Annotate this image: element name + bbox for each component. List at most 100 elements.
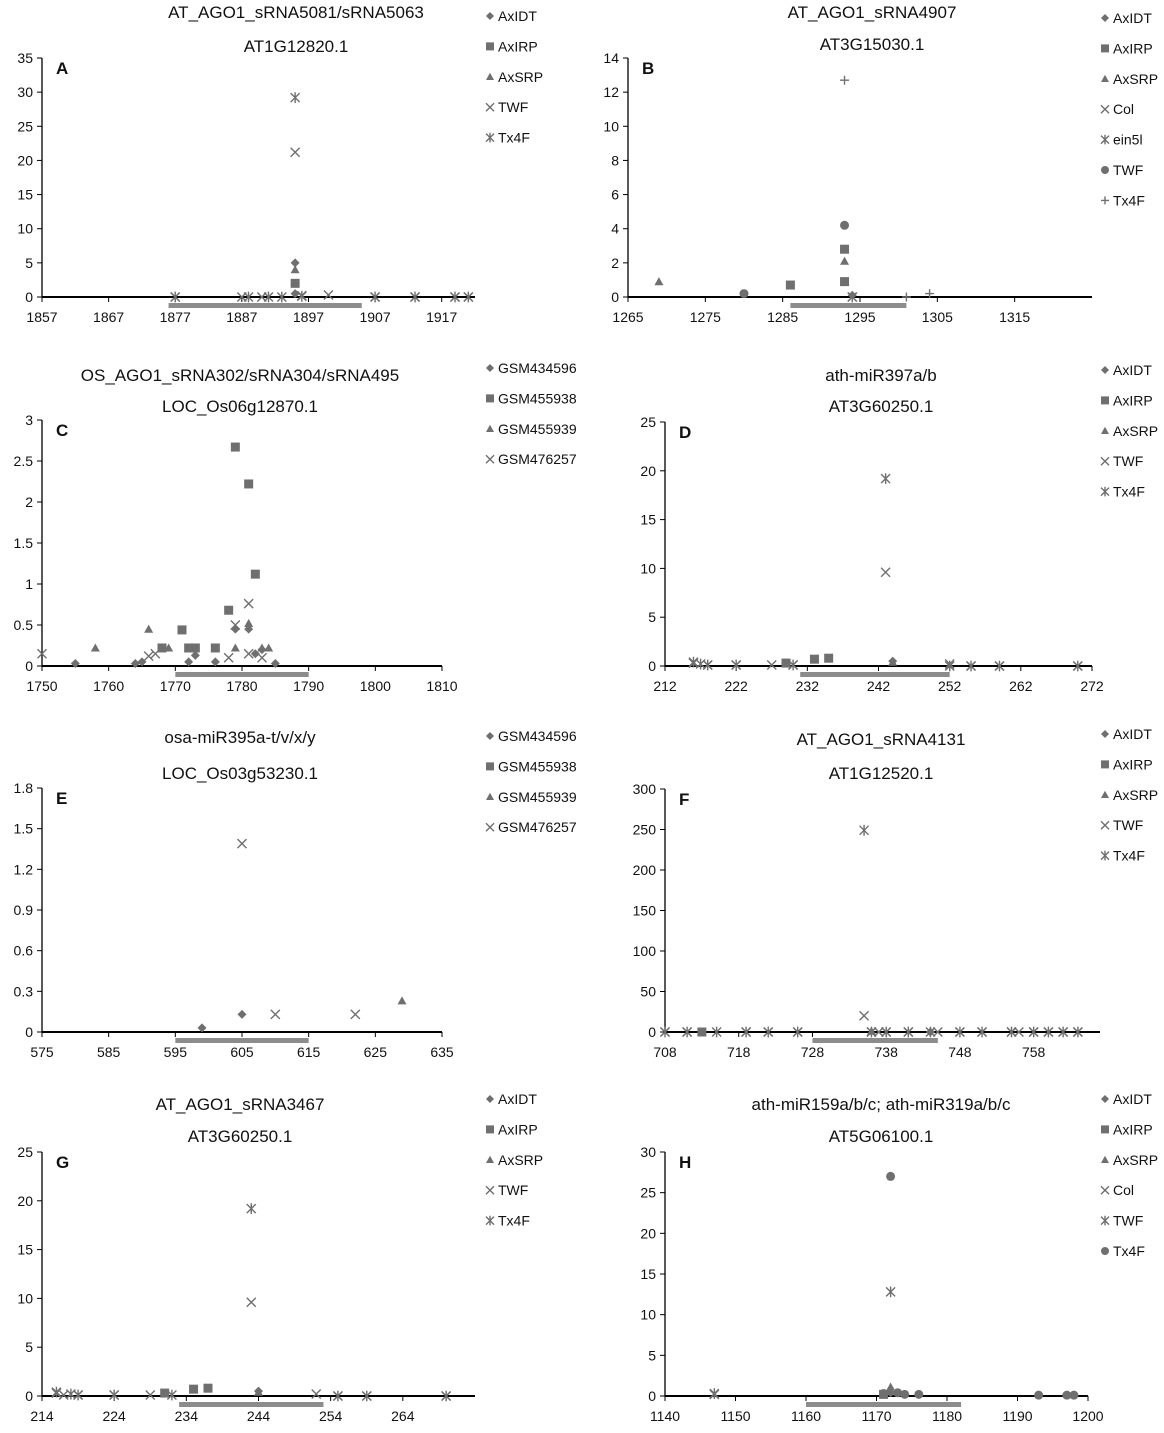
- chart-subtitle: AT3G60250.1: [188, 1127, 293, 1146]
- legend-entry: GSM434596: [486, 728, 577, 744]
- legend-marker: [485, 454, 495, 464]
- panel-g: AT_AGO1_sRNA3467 AT3G60250.1 G 0 5 10 15 20 25 21…: [17, 1091, 543, 1424]
- legend-marker: [486, 42, 494, 51]
- y-tick-label: 2.5: [14, 453, 34, 469]
- data-point: [925, 289, 935, 299]
- data-point: [966, 660, 977, 672]
- legend-label: AxIRP: [1113, 40, 1153, 56]
- data-point: [51, 1386, 62, 1398]
- y-tick-label: 2: [25, 494, 33, 510]
- series-tx4f: [660, 824, 1083, 1038]
- legend-marker: [486, 732, 494, 740]
- chart-subtitle: AT1G12520.1: [829, 764, 934, 783]
- panel-letter: E: [56, 789, 67, 808]
- legend-marker: [1100, 820, 1110, 830]
- legend-label: GSM434596: [498, 360, 577, 376]
- data-point: [290, 258, 300, 268]
- data-point: [888, 657, 898, 666]
- data-point: [190, 643, 200, 653]
- panel-letter: D: [679, 423, 691, 442]
- x-tick-label: 1810: [426, 678, 457, 694]
- y-tick-label: 25: [640, 414, 656, 430]
- target-site-bar: [800, 672, 950, 677]
- y-tick-label: 0: [648, 658, 656, 674]
- data-point: [886, 1382, 896, 1391]
- data-point: [1013, 1027, 1024, 1037]
- data-point: [144, 624, 154, 633]
- legend-label: GSM455938: [498, 390, 577, 406]
- y-tick-label: 0.6: [14, 943, 34, 959]
- x-tick-label: 1917: [426, 309, 457, 325]
- legend-label: AxSRP: [498, 69, 543, 85]
- data-point: [243, 598, 254, 609]
- data-point: [290, 278, 300, 288]
- x-tick-label: 232: [796, 678, 820, 694]
- data-point: [246, 1203, 257, 1215]
- legend-entry: AxIDT: [486, 1091, 537, 1107]
- data-point: [166, 1389, 177, 1401]
- data-point: [143, 651, 154, 662]
- y-tick-label: 25: [17, 118, 33, 134]
- legend-entry: Tx4F: [485, 1213, 530, 1229]
- legend-entry: AxSRP: [486, 1152, 543, 1168]
- legend-entry: TWF: [485, 1182, 528, 1198]
- data-point: [441, 1390, 452, 1402]
- x-tick-label: 1867: [93, 309, 124, 325]
- data-point: [925, 1026, 936, 1038]
- y-tick-label: 2: [611, 255, 619, 271]
- data-point: [70, 659, 80, 669]
- legend-entry: Tx4F: [1101, 192, 1145, 208]
- data-point: [237, 838, 247, 849]
- data-point: [244, 618, 254, 627]
- y-tick-label: 1.5: [14, 535, 34, 551]
- target-site-bar: [179, 1402, 324, 1407]
- series-gsm476257: [237, 838, 361, 1020]
- legend-label: AxSRP: [1113, 71, 1158, 87]
- series-tx4f: [688, 473, 1083, 672]
- x-tick-label: 1315: [999, 309, 1030, 325]
- panel-a: AT_AGO1_sRNA5081/sRNA5063 AT1G12820.1 A 0 5 1…: [17, 3, 543, 325]
- data-point: [763, 1026, 774, 1038]
- y-tick-label: 1.8: [14, 780, 34, 796]
- y-tick-label: 10: [17, 221, 33, 237]
- y-tick-label: 1: [25, 576, 33, 592]
- legend-marker: [486, 762, 494, 771]
- data-point: [886, 1171, 896, 1181]
- legend-label: AxIDT: [1113, 10, 1152, 26]
- y-tick-label: 10: [640, 1307, 656, 1323]
- x-tick-label: 1790: [293, 678, 324, 694]
- panel-letter: C: [56, 421, 68, 440]
- legend-entry: GSM455939: [486, 789, 577, 805]
- data-point: [792, 1026, 803, 1038]
- y-tick-label: 4: [611, 221, 619, 237]
- data-point: [290, 265, 300, 274]
- data-point: [880, 473, 891, 485]
- data-point: [1028, 1026, 1039, 1038]
- data-point: [276, 291, 287, 303]
- data-point: [994, 660, 1005, 672]
- data-point: [370, 291, 381, 303]
- x-tick-label: 1275: [690, 309, 721, 325]
- x-tick-label: 1770: [160, 678, 191, 694]
- y-tick-label: 0.9: [14, 902, 34, 918]
- data-point: [903, 1026, 914, 1038]
- series-axsrp: [254, 1387, 263, 1396]
- series-gsm434596: [70, 624, 280, 669]
- legend-label: AxIDT: [498, 1091, 537, 1107]
- legend-label: Tx4F: [498, 130, 530, 146]
- y-tick-label: 20: [640, 1225, 656, 1241]
- series-axirp: [697, 1027, 707, 1037]
- legend-entry: AxSRP: [1101, 1152, 1158, 1168]
- series-gsm476257: [37, 598, 267, 663]
- series-twf: [739, 220, 850, 299]
- legend-label: Col: [1113, 1182, 1134, 1198]
- data-point: [296, 290, 307, 302]
- legend-entry: AxIDT: [486, 8, 537, 24]
- y-tick-label: 5: [648, 1347, 656, 1363]
- data-point: [243, 291, 254, 303]
- legend-marker: [1100, 486, 1110, 497]
- legend-entry: Tx4F: [485, 130, 530, 146]
- data-point: [881, 1026, 892, 1038]
- legend-marker: [1101, 426, 1109, 434]
